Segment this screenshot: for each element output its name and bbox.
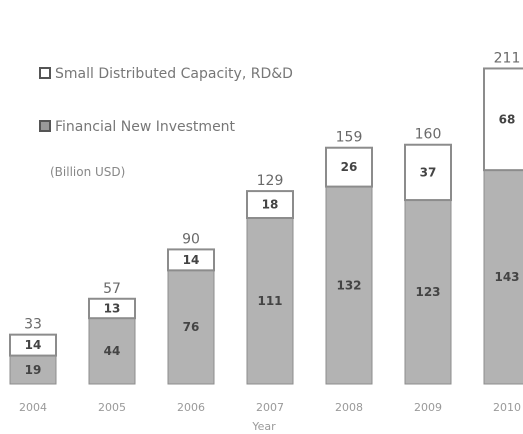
data-label-total-2007: 129 [257, 173, 284, 189]
legend-swatch-financial [39, 120, 51, 132]
bar-small-distributed-2006 [167, 248, 215, 272]
data-label-total-2004: 33 [24, 317, 42, 333]
x-axis-title: Year [251, 420, 276, 433]
bar-small-distributed-2010 [483, 67, 523, 172]
bars-group: 19 14 33 2004 44 13 57 2005 76 14 90 2006 111 18 129 20… [9, 50, 523, 414]
data-label-financial-2005: 44 [104, 344, 121, 358]
bar-financial-2009 [404, 199, 452, 385]
data-label-financial-2007: 111 [257, 294, 282, 308]
data-label-small-distributed-2009: 37 [420, 165, 437, 179]
data-label-small-distributed-2008: 26 [341, 160, 358, 174]
data-label-small-distributed-2006: 14 [183, 253, 200, 267]
data-label-financial-2006: 76 [183, 320, 200, 334]
legend-label-small-distributed: Small Distributed Capacity, RD&D [55, 66, 293, 82]
data-label-financial-2010: 143 [494, 270, 519, 284]
legend: Small Distributed Capacity, RD&D Financi… [39, 66, 293, 135]
x-tick-label-2006: 2006 [177, 401, 205, 414]
data-label-total-2006: 90 [182, 231, 200, 247]
legend-label-financial: Financial New Investment [55, 119, 236, 135]
bar-financial-2008 [325, 186, 373, 385]
x-tick-label-2010: 2010 [493, 401, 521, 414]
data-label-financial-2008: 132 [336, 278, 361, 292]
y-axis-unit-label: (Billion USD) [50, 165, 125, 179]
x-tick-label-2009: 2009 [414, 401, 442, 414]
bar-financial-2006 [167, 269, 215, 385]
x-tick-label-2005: 2005 [98, 401, 126, 414]
data-label-total-2010: 211 [494, 50, 521, 66]
data-label-small-distributed-2007: 18 [262, 198, 279, 212]
data-label-financial-2009: 123 [415, 285, 440, 299]
legend-swatch-small-distributed [39, 67, 51, 79]
data-label-total-2009: 160 [415, 127, 442, 143]
bar-small-distributed-2009 [404, 143, 452, 202]
data-label-financial-2004: 19 [25, 363, 42, 377]
bar-small-distributed-2007 [246, 190, 294, 220]
data-label-total-2008: 159 [336, 130, 363, 146]
data-label-small-distributed-2004: 14 [25, 338, 42, 352]
bar-financial-2010 [483, 169, 523, 385]
data-label-total-2005: 57 [103, 281, 121, 297]
bar-small-distributed-2008 [325, 146, 373, 188]
bar-financial-2004 [9, 355, 57, 385]
data-label-small-distributed-2010: 68 [499, 112, 516, 126]
bar-financial-2007 [246, 217, 294, 385]
x-tick-label-2007: 2007 [256, 401, 284, 414]
data-label-small-distributed-2005: 13 [104, 301, 121, 315]
bar-small-distributed-2005 [88, 297, 136, 320]
bar-small-distributed-2004 [9, 333, 57, 357]
x-tick-label-2008: 2008 [335, 401, 363, 414]
x-tick-label-2004: 2004 [19, 401, 47, 414]
